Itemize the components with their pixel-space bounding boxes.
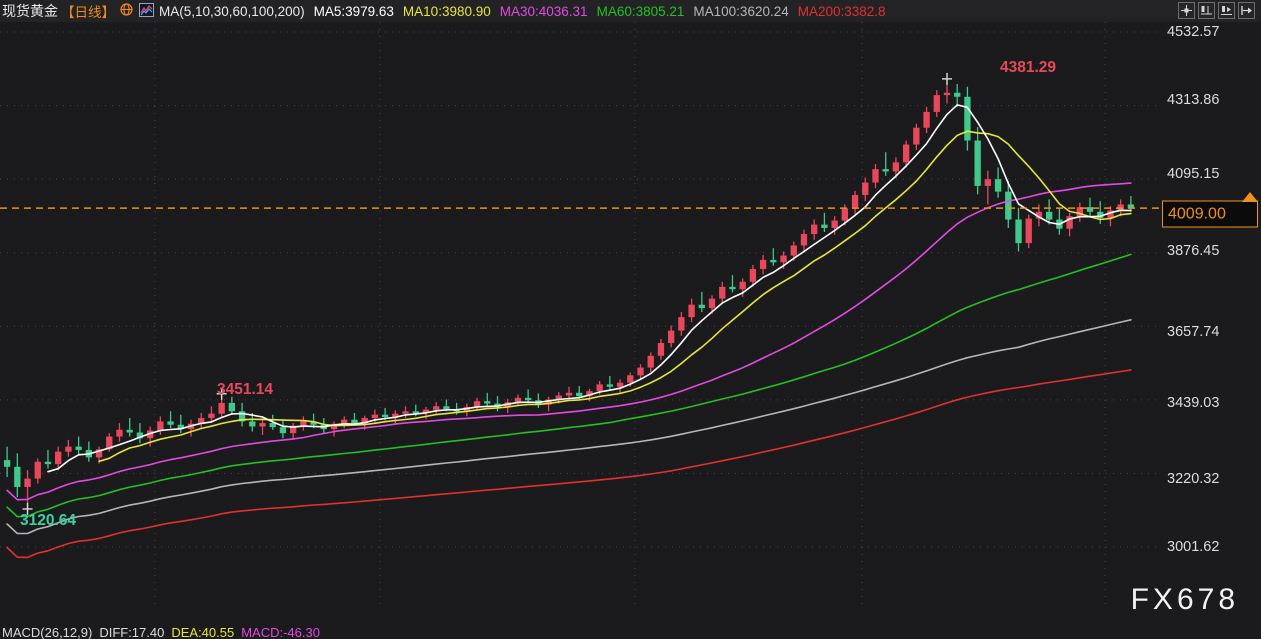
ma10-value: MA10:3980.90 — [402, 3, 491, 19]
macd-dea: DEA:40.55 — [171, 625, 235, 639]
macd-value: MACD:-46.30 — [241, 625, 320, 639]
ma200-value: MA200:3382.8 — [797, 3, 886, 19]
axis-tick-label: 4532.57 — [1167, 24, 1220, 40]
macd-legend: MACD(26,12,9) DIFF:17.40 DEA:40.55 MACD:-46… — [2, 625, 320, 639]
axis-tick-label: 4095.15 — [1167, 166, 1220, 182]
axis-tick-label: 3220.32 — [1167, 471, 1220, 487]
jump-to-latest-tool-icon[interactable] — [1238, 2, 1255, 19]
macd-title: MACD(26,12,9) — [2, 625, 93, 639]
current-price-tag[interactable]: 4009.00 — [1162, 200, 1258, 228]
macd-indicator-panel[interactable]: MACD(26,12,9) DIFF:17.40 DEA:40.55 MACD:-46… — [0, 625, 1160, 639]
ma60-value: MA60:3805.21 — [596, 3, 685, 19]
current-price-arrow-icon — [1242, 192, 1258, 202]
chart-header-bar: 现货黄金 【日线】 MA(5,10,30,60,100,200) MA5:397… — [0, 0, 1261, 22]
axis-tick-label: 3001.62 — [1167, 539, 1220, 555]
ma5-value: MA5:3979.63 — [313, 3, 394, 19]
instrument-name: 现货黄金 — [2, 3, 58, 19]
axis-tick-label: 3657.74 — [1167, 324, 1220, 340]
mini-chart-icon[interactable] — [139, 2, 154, 20]
crosshair-tool-icon[interactable] — [1178, 2, 1195, 19]
scale-right-tool-icon[interactable] — [1218, 2, 1235, 19]
macd-diff: DIFF:17.40 — [99, 625, 165, 639]
price-axis[interactable]: 4532.57 4313.86 4095.15 3876.45 3657.74 … — [1160, 22, 1261, 639]
candlestick-svg — [0, 22, 1160, 609]
period-label: 【日线】 — [61, 5, 115, 20]
ma100-value: MA100:3620.24 — [693, 3, 789, 19]
ma30-value: MA30:4036.31 — [499, 3, 588, 19]
axis-tick-label: 4313.86 — [1167, 92, 1220, 108]
axis-tick-label: 3876.45 — [1167, 243, 1220, 259]
period-low-annotation: 3120.64 — [20, 512, 77, 529]
globe-icon[interactable] — [120, 3, 133, 19]
period-high-annotation: 4381.29 — [1000, 59, 1057, 76]
price-chart-plot[interactable] — [0, 22, 1160, 623]
swing-high-annotation: 3451.14 — [217, 381, 274, 398]
scale-left-tool-icon[interactable] — [1198, 2, 1215, 19]
watermark: FX678 — [1130, 583, 1239, 616]
ma-config-label: MA(5,10,30,60,100,200) — [159, 3, 305, 19]
chart-toolbar — [1178, 2, 1255, 19]
axis-tick-label: 3439.03 — [1167, 395, 1220, 411]
current-price-value: 4009.00 — [1168, 205, 1226, 222]
